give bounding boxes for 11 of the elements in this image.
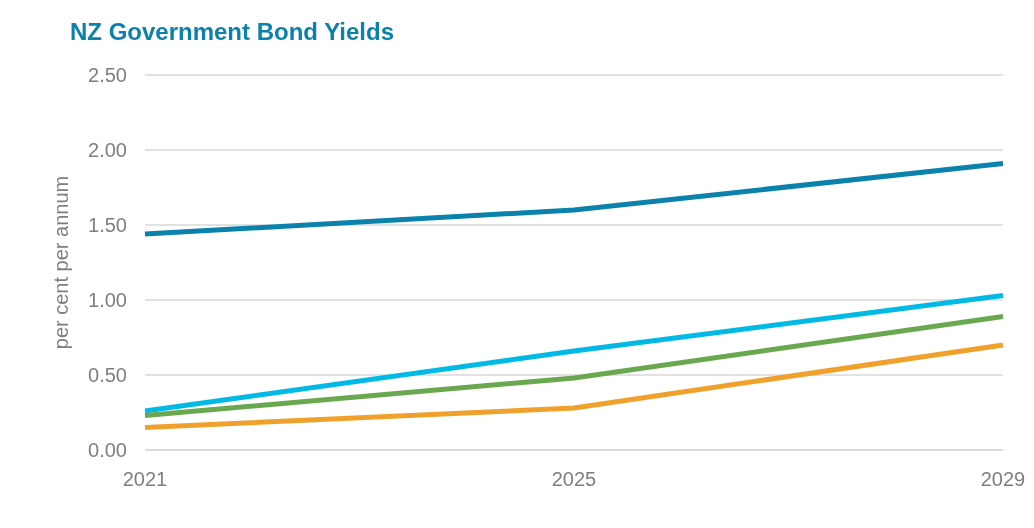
- y-tick-label: 2.50: [88, 64, 127, 86]
- x-tick-label: 2021: [122, 468, 168, 490]
- x-tick-label: 2025: [551, 468, 597, 490]
- y-tick-label: 1.00: [88, 289, 127, 311]
- y-tick-label: 0.00: [88, 439, 127, 461]
- y-tick-label: 1.50: [88, 214, 127, 236]
- y-axis-title: per cent per annum: [50, 175, 72, 350]
- chart-title: NZ Government Bond Yields: [70, 18, 395, 45]
- y-tick-label: 0.50: [88, 364, 127, 386]
- x-tick-label: 2029: [980, 468, 1026, 490]
- y-tick-label: 2.00: [88, 139, 127, 161]
